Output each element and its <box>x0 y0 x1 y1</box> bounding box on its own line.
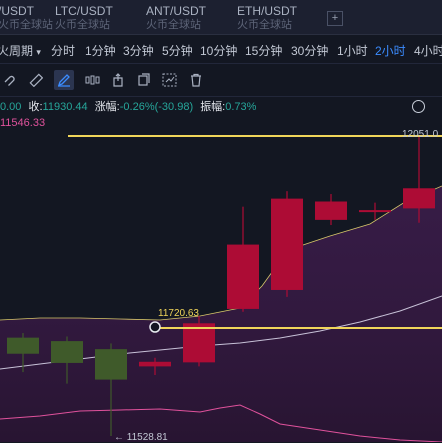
tab-ltc-usdt[interactable]: LTC/USDT 火币全球站 <box>55 5 113 31</box>
tab-usdt[interactable]: /USDT 火币全球站 <box>0 5 53 31</box>
candle-body[interactable] <box>403 188 435 209</box>
tab-pair: /USDT <box>0 4 34 18</box>
trash-icon[interactable] <box>186 70 206 90</box>
tab-source: 火币全球站 <box>0 19 53 31</box>
period-30m[interactable]: 30分钟 <box>291 44 329 58</box>
candlestick-icon[interactable] <box>82 70 102 90</box>
tab-eth-usdt[interactable]: ETH/USDT 火币全球站 <box>237 5 297 31</box>
bollinger-lower-line <box>0 404 442 442</box>
bollinger-band-fill <box>0 186 442 442</box>
export-icon[interactable] <box>108 70 128 90</box>
candle-body[interactable] <box>51 341 83 363</box>
candle-body[interactable] <box>139 361 171 367</box>
close-label: 收: <box>28 101 43 113</box>
period-bar: 火周期 ▾ 分时 1分钟 3分钟 5分钟 10分钟 15分钟 30分钟 1小时 … <box>0 35 442 64</box>
candle-body[interactable] <box>271 198 303 290</box>
period-1m[interactable]: 1分钟 <box>85 44 116 58</box>
period-1h[interactable]: 1小时 <box>337 44 368 58</box>
add-tab-button[interactable]: + <box>327 11 343 26</box>
candles-group <box>7 136 435 436</box>
tab-pair: ANT/USDT <box>146 4 206 18</box>
settings-circle-icon[interactable] <box>412 100 425 113</box>
ruler-icon[interactable] <box>26 70 46 90</box>
template-icon[interactable] <box>160 70 180 90</box>
candle-body[interactable] <box>95 349 127 380</box>
tab-ant-usdt[interactable]: ANT/USDT 火币全球站 <box>146 5 206 31</box>
candle-body[interactable] <box>359 210 391 213</box>
drawing-toolbar <box>0 64 442 97</box>
pencil-icon[interactable] <box>54 70 74 90</box>
candle-body[interactable] <box>227 244 259 309</box>
period-dropdown-label: 火周期 <box>0 44 34 58</box>
tab-pair: ETH/USDT <box>237 4 297 18</box>
tab-source: 火币全球站 <box>55 19 110 31</box>
candle-body[interactable] <box>7 337 39 354</box>
candle-body[interactable] <box>183 323 215 363</box>
chevron-down-icon: ▾ <box>36 47 41 57</box>
period-5m[interactable]: 5分钟 <box>162 44 193 58</box>
amplitude-label: 振幅: <box>200 101 226 113</box>
ma-value: 11546.33 <box>0 117 46 129</box>
period-15m[interactable]: 15分钟 <box>245 44 283 58</box>
tab-pair: LTC/USDT <box>55 4 113 18</box>
candle-body[interactable] <box>315 201 347 220</box>
symbol-tabs: /USDT 火币全球站 LTC/USDT 火币全球站 ANT/USDT 火币全球站 E… <box>0 0 442 35</box>
high-price-label: 12051.0 <box>402 129 439 140</box>
ohlc-info-bar: 0.00 收:11930.44 涨幅:-0.26%(-30.98) 振幅:0.7… <box>0 98 260 114</box>
period-timeline[interactable]: 分时 <box>51 44 76 58</box>
open-value: 0.00 <box>0 101 22 113</box>
period-dropdown[interactable]: 火周期 ▾ <box>0 42 41 59</box>
change-label: 涨幅: <box>94 101 120 113</box>
tab-source: 火币全球站 <box>237 19 292 31</box>
low-price-label: ← 11528.81 <box>114 432 168 443</box>
mid-price-label: 11720.63 <box>158 308 199 319</box>
period-3m[interactable]: 3分钟 <box>123 44 154 58</box>
period-2h[interactable]: 2小时 <box>375 44 406 58</box>
price-chart[interactable] <box>0 96 442 442</box>
change-value: -0.26%(-30.98) <box>119 101 194 113</box>
copy-icon[interactable] <box>134 70 154 90</box>
tab-source: 火币全球站 <box>146 19 201 31</box>
period-4h[interactable]: 4小时 <box>414 44 442 58</box>
period-10m[interactable]: 10分钟 <box>200 44 238 58</box>
magnet-icon[interactable] <box>0 70 20 90</box>
mid-price-anchor <box>149 321 161 333</box>
amplitude-value: 0.73% <box>225 101 257 113</box>
close-value: 11930.44 <box>42 101 88 113</box>
